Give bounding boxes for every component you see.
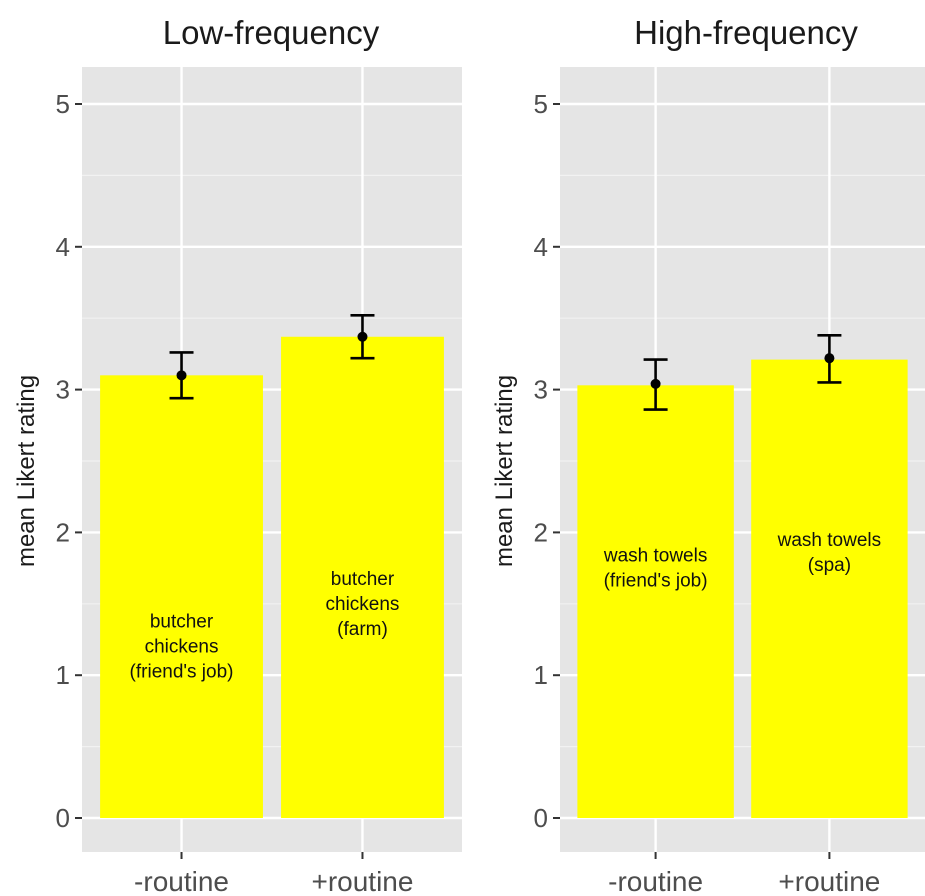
panel-2-mean-point-1 [650, 378, 661, 389]
panel-1-ytick-label: 1 [56, 660, 70, 690]
panel-2-bar-2-label-line: (spa) [808, 555, 851, 576]
panel-1-ytick-label: 4 [56, 232, 70, 262]
panel-1-bar-2-label-line: butcher [331, 569, 395, 590]
panel-2-bar-1-label-line: (friend's job) [604, 571, 708, 592]
panel-1-bar-1-label-line: chickens [145, 637, 219, 658]
panel-1-bar-2-label-line: chickens [326, 594, 400, 615]
panel-2-mean-point-2 [824, 353, 835, 364]
panel-1-ytick-label: 0 [56, 803, 70, 833]
panel-2-ytick-label: 4 [534, 232, 548, 262]
panel-1-bar-1-label-line: butcher [150, 612, 214, 633]
panel-2-bar-1 [577, 385, 734, 818]
panel-2-xtick-label: -routine [608, 866, 703, 896]
panel-2-ytick-label: 5 [534, 89, 548, 119]
panel-1-xtick-label: +routine [311, 866, 413, 896]
panel-1-ylabel: mean Likert rating [13, 375, 40, 567]
panel-1-ytick-label: 5 [56, 89, 70, 119]
panel-1-ytick-label: 2 [56, 517, 70, 547]
panel-2-bar-2-label-line: wash towels [777, 530, 882, 551]
panel-2-ytick-label: 2 [534, 517, 548, 547]
panel-2-bar-1-label-line: wash towels [603, 546, 708, 567]
panel-2-bar-2 [751, 359, 908, 818]
panel-2-ytick-label: 1 [534, 660, 548, 690]
panel-2-ytick-label: 0 [534, 803, 548, 833]
panel-1-title: Low-frequency [163, 14, 380, 51]
panel-1-bar-2-label-line: (farm) [337, 619, 388, 640]
panel-2-xtick-label: +routine [778, 866, 880, 896]
panel-1-bar-1-label-line: (friend's job) [130, 662, 234, 683]
panel-1-mean-point-2 [357, 331, 368, 342]
panel-1-xtick-label: -routine [134, 866, 229, 896]
panel-2-title: High-frequency [634, 14, 858, 51]
panel-1-bar-1 [100, 375, 263, 818]
panel-2-ylabel: mean Likert rating [491, 375, 518, 567]
panel-1-ytick-label: 3 [56, 375, 70, 405]
panel-1-bar-2 [281, 336, 444, 818]
panel-1-mean-point-1 [176, 370, 187, 381]
panel-2-ytick-label: 3 [534, 375, 548, 405]
